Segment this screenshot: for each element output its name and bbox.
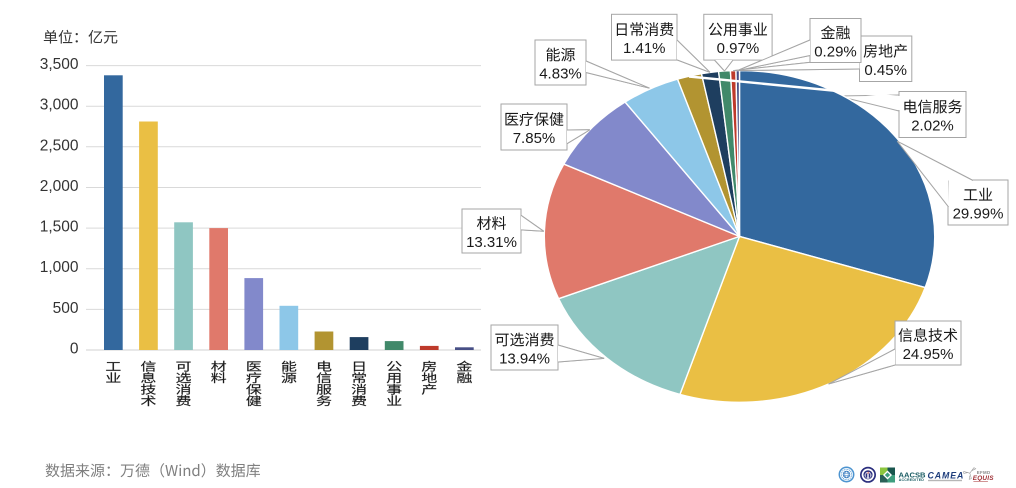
svg-text:1,000: 1,000 (40, 259, 79, 276)
svg-text:EFMD: EFMD (977, 470, 991, 475)
svg-text:24.95%: 24.95% (903, 346, 954, 363)
svg-text:2.02%: 2.02% (911, 118, 954, 135)
svg-text:3,500: 3,500 (40, 56, 79, 73)
svg-text:29.99%: 29.99% (953, 206, 1004, 223)
svg-text:500: 500 (53, 300, 79, 317)
svg-text:0.29%: 0.29% (814, 44, 857, 61)
svg-text:1.41%: 1.41% (623, 40, 666, 57)
svg-text:AACSB: AACSB (899, 470, 927, 479)
svg-text:4.83%: 4.83% (539, 66, 582, 83)
svg-text:13.94%: 13.94% (499, 351, 550, 368)
svg-text:EQUIS: EQUIS (973, 475, 994, 482)
svg-text:3,000: 3,000 (40, 97, 79, 114)
svg-text:2,500: 2,500 (40, 137, 79, 154)
svg-text:13.31%: 13.31% (466, 234, 517, 251)
svg-text:7.85%: 7.85% (513, 130, 556, 147)
svg-text:0.45%: 0.45% (864, 62, 907, 79)
svg-text:0.97%: 0.97% (717, 40, 760, 57)
svg-text:CAMEA: CAMEA (928, 470, 965, 480)
svg-text:0: 0 (70, 341, 79, 358)
svg-text:1,500: 1,500 (40, 219, 79, 236)
svg-text:2,000: 2,000 (40, 178, 79, 195)
svg-text:ACCREDITED: ACCREDITED (899, 478, 925, 482)
